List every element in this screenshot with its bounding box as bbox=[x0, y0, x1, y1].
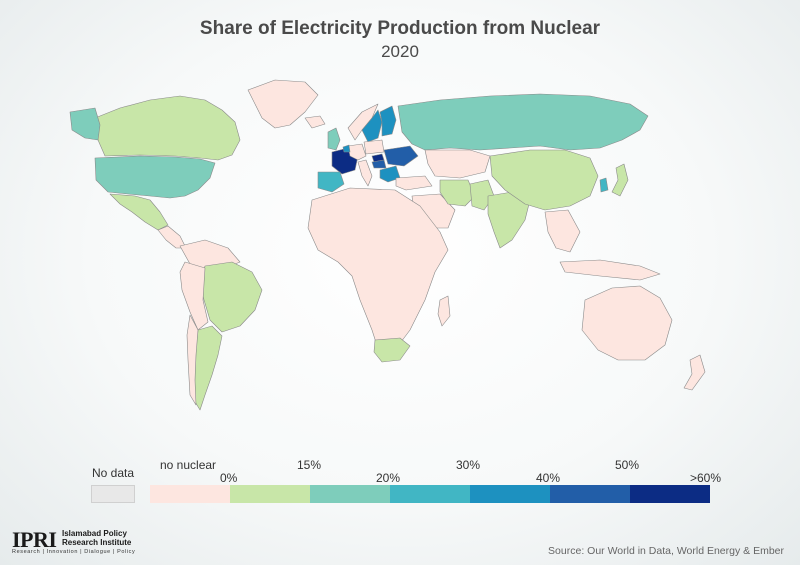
logo-name-line2: Research Institute bbox=[62, 538, 132, 547]
region-italy[interactable] bbox=[357, 159, 373, 187]
region-poland[interactable] bbox=[363, 139, 385, 155]
region-canada[interactable] bbox=[94, 95, 241, 161]
legend-label-no-nuclear: no nuclear bbox=[160, 458, 217, 472]
legend-label-60: >60% bbox=[690, 471, 722, 485]
legend-label-15: 15% bbox=[297, 458, 322, 472]
region-spain[interactable] bbox=[317, 171, 345, 193]
region-south-korea[interactable] bbox=[599, 177, 609, 193]
region-balkans[interactable] bbox=[379, 165, 401, 183]
legend-label-20: 20% bbox=[376, 471, 401, 485]
legend-swatch-4 bbox=[470, 485, 550, 503]
legend-nodata-swatch bbox=[91, 485, 135, 503]
region-china[interactable] bbox=[489, 149, 599, 211]
region-central-asia[interactable] bbox=[424, 149, 491, 179]
region-greenland[interactable] bbox=[247, 79, 319, 129]
legend-label-40: 40% bbox=[536, 471, 561, 485]
region-united-states[interactable] bbox=[94, 155, 216, 199]
region-new-zealand[interactable] bbox=[683, 354, 706, 391]
region-indonesia[interactable] bbox=[559, 259, 661, 281]
world-map bbox=[69, 79, 706, 411]
source-note: Source: Our World in Data, World Energy … bbox=[548, 545, 784, 557]
region-madagascar[interactable] bbox=[437, 295, 451, 327]
region-argentina[interactable] bbox=[193, 325, 223, 411]
legend-swatch-3 bbox=[390, 485, 470, 503]
legend-swatch-2 bbox=[310, 485, 390, 503]
legend-swatch-0 bbox=[150, 485, 230, 503]
region-japan[interactable] bbox=[611, 163, 629, 197]
logo-tagline: Research | Innovation | Dialogue | Polic… bbox=[12, 549, 136, 555]
legend-label-0: 0% bbox=[220, 471, 238, 485]
legend-label-50: 50% bbox=[615, 458, 640, 472]
region-turkey[interactable] bbox=[395, 175, 433, 191]
region-brazil[interactable] bbox=[199, 261, 263, 333]
region-germany[interactable] bbox=[347, 143, 367, 161]
region-iceland[interactable] bbox=[304, 115, 326, 129]
region-chile[interactable] bbox=[186, 314, 199, 406]
region-finland[interactable] bbox=[379, 105, 397, 137]
region-mexico[interactable] bbox=[109, 193, 169, 231]
map-title: Share of Electricity Production from Nuc… bbox=[199, 18, 601, 39]
legend-swatch-1 bbox=[230, 485, 310, 503]
map-subtitle: 2020 bbox=[381, 42, 419, 61]
legend-label-30: 30% bbox=[456, 458, 481, 472]
legend-swatch-5 bbox=[550, 485, 630, 503]
logo-mark: IPRI bbox=[12, 527, 57, 552]
region-south-africa[interactable] bbox=[373, 337, 411, 363]
region-australia[interactable] bbox=[581, 285, 673, 361]
region-alaska[interactable] bbox=[69, 107, 101, 141]
legend-nodata-label: No data bbox=[92, 466, 135, 480]
region-central-america[interactable] bbox=[157, 225, 187, 249]
region-iran[interactable] bbox=[439, 179, 476, 207]
region-belgium[interactable] bbox=[342, 144, 351, 153]
region-southeast-asia[interactable] bbox=[544, 209, 581, 253]
region-hungary[interactable] bbox=[371, 159, 387, 169]
region-united-kingdom[interactable] bbox=[327, 127, 341, 151]
logo-name-line1: Islamabad Policy bbox=[62, 529, 127, 538]
legend-swatch-6 bbox=[630, 485, 710, 503]
logo-name: Islamabad Policy Research Institute bbox=[62, 529, 142, 547]
region-ukraine[interactable] bbox=[383, 145, 419, 167]
region-russia[interactable] bbox=[397, 93, 649, 151]
